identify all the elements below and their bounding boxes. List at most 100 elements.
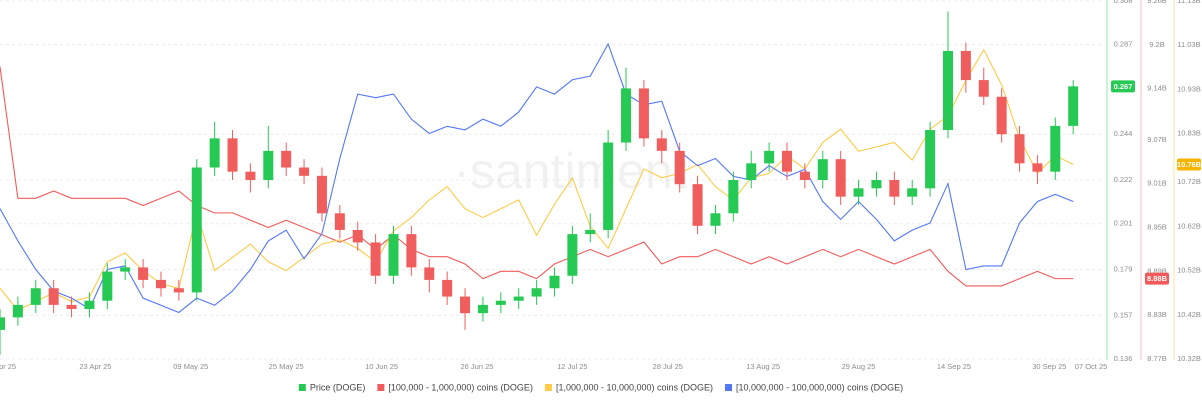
y-tick-label: 0.179 xyxy=(1114,264,1133,273)
y2-tick-label: 8.83B xyxy=(1147,310,1167,319)
value-badge xyxy=(1177,158,1201,171)
candle-body xyxy=(567,234,578,276)
y-tick-label: 0.136 xyxy=(1114,354,1133,363)
candle-body xyxy=(209,138,220,168)
candle-body xyxy=(191,167,202,293)
candle-body xyxy=(155,279,166,289)
candle-body xyxy=(710,213,721,226)
candle-body xyxy=(764,150,775,164)
candle-body xyxy=(120,267,131,272)
y2-tick-label: 9.26B xyxy=(1147,0,1167,5)
candle-body xyxy=(352,229,363,243)
y-tick-label: 0.157 xyxy=(1114,310,1133,319)
candle-body xyxy=(84,300,95,310)
candle-body xyxy=(1014,134,1025,164)
y2-tick-label: 8.77B xyxy=(1147,354,1167,363)
candle-body xyxy=(477,304,488,314)
x-tick-label: 12 Jul 25 xyxy=(557,362,587,371)
candle-body xyxy=(334,213,345,230)
x-tick-label: 23 Apr 25 xyxy=(79,362,111,371)
series-line xyxy=(0,42,1074,314)
candle-body xyxy=(692,184,703,226)
x-tick-label: 30 Sep 25 xyxy=(1032,362,1066,371)
y3-tick-label: 11.13B xyxy=(1177,0,1200,5)
candle-body xyxy=(48,288,59,305)
candle-body xyxy=(263,150,274,180)
value-badge-label: 8.88B xyxy=(1147,274,1168,283)
y3-tick-label: 11.03B xyxy=(1177,40,1200,49)
legend-label: [10,000,000 - 100,000,000) coins (DOGE) xyxy=(736,382,903,392)
x-tick-label: 25 May 25 xyxy=(269,362,304,371)
y3-tick-label: 10.52B xyxy=(1177,266,1201,275)
candle-body xyxy=(495,300,506,305)
candle-body xyxy=(978,80,989,97)
legend-label: [1,000,000 - 10,000,000) coins (DOGE) xyxy=(556,382,713,392)
x-tick-label: 10 Jun 25 xyxy=(365,362,398,371)
legend-marker xyxy=(725,384,733,391)
x-tick-label: 26 Jun 25 xyxy=(460,362,493,371)
candle-body xyxy=(299,167,310,176)
candle-body xyxy=(925,130,936,189)
candle-body xyxy=(746,163,757,180)
candle-body xyxy=(173,288,184,293)
candle-body xyxy=(889,180,900,197)
legend-marker xyxy=(377,384,385,391)
candle-body xyxy=(281,150,292,168)
watermark: ·santiment xyxy=(453,143,687,199)
candle-body xyxy=(799,171,810,180)
candle-body xyxy=(102,271,113,301)
candle-body xyxy=(674,150,685,185)
candle-body xyxy=(853,188,864,197)
x-tick-label: 14 Sep 25 xyxy=(937,362,971,371)
legend-marker xyxy=(298,384,306,391)
y2-tick-label: 9.01B xyxy=(1147,179,1167,188)
candle-body xyxy=(871,180,882,189)
y-tick-label: 0.201 xyxy=(1114,219,1133,228)
candle-body xyxy=(782,150,793,172)
candle-body xyxy=(656,138,667,151)
x-tick-label: 13 Aug 25 xyxy=(746,362,780,371)
y2-tick-label: 8.95B xyxy=(1147,222,1167,231)
x-tick-label: 07 Apr 25 xyxy=(0,362,16,371)
y3-tick-label: 10.62B xyxy=(1177,221,1201,230)
candle-body xyxy=(388,234,399,276)
candle-body xyxy=(227,138,238,172)
value-badge-label: 10.76B xyxy=(1177,160,1202,169)
candle-body xyxy=(1050,125,1061,172)
candle-body xyxy=(0,317,5,330)
candle-body xyxy=(817,159,828,180)
candle-body xyxy=(996,96,1007,135)
legend-label: [100,000 - 1,000,000) coins (DOGE) xyxy=(388,382,533,392)
candle-body xyxy=(603,142,614,230)
candle-body xyxy=(138,267,149,280)
legend-label: Price (DOGE) xyxy=(310,382,366,392)
candle-body xyxy=(442,279,453,297)
y3-tick-label: 10.83B xyxy=(1177,129,1201,138)
y2-tick-label: 9.07B xyxy=(1147,135,1167,144)
candle-body xyxy=(835,159,846,197)
candle-body xyxy=(424,267,435,280)
candle-body xyxy=(531,288,542,297)
y-tick-label: 0.308 xyxy=(1114,0,1133,5)
y2-tick-label: 9.2B xyxy=(1149,40,1164,49)
value-badge xyxy=(1111,80,1135,93)
y-tick-label: 0.222 xyxy=(1114,175,1133,184)
value-badge xyxy=(1145,272,1169,285)
candle-body xyxy=(1068,86,1079,126)
value-badge-label: 0.267 xyxy=(1114,82,1133,91)
series-line xyxy=(0,66,1074,287)
candle-body xyxy=(549,275,560,289)
y3-tick-label: 10.93B xyxy=(1177,84,1201,93)
y3-tick-label: 10.42B xyxy=(1177,310,1201,319)
candle-body xyxy=(638,88,649,139)
candle-body xyxy=(30,288,41,305)
candle-body xyxy=(12,304,23,318)
x-tick-label: 09 May 25 xyxy=(173,362,208,371)
y3-tick-label: 10.32B xyxy=(1177,354,1201,363)
candle-body xyxy=(406,234,417,268)
candle-body xyxy=(960,50,971,81)
legend-marker xyxy=(544,384,552,391)
candle-body xyxy=(460,296,471,314)
candle-body xyxy=(316,175,327,214)
